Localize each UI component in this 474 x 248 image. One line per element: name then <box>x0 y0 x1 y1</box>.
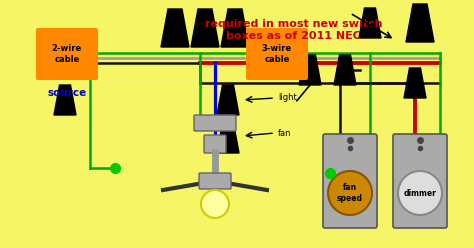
Polygon shape <box>221 9 249 47</box>
Text: required in most new switch
boxes as of 2011 NEC: required in most new switch boxes as of … <box>205 19 383 41</box>
Polygon shape <box>54 85 76 115</box>
Polygon shape <box>217 123 239 153</box>
Text: 2-wire
cable: 2-wire cable <box>52 44 82 64</box>
Circle shape <box>328 171 372 215</box>
Text: source: source <box>47 88 87 98</box>
Polygon shape <box>404 68 426 98</box>
Polygon shape <box>359 8 381 38</box>
FancyBboxPatch shape <box>246 28 308 80</box>
FancyBboxPatch shape <box>199 173 231 189</box>
Polygon shape <box>406 4 434 42</box>
Text: fan
speed: fan speed <box>337 183 363 203</box>
FancyBboxPatch shape <box>204 135 226 153</box>
Circle shape <box>398 171 442 215</box>
FancyBboxPatch shape <box>323 134 377 228</box>
FancyBboxPatch shape <box>194 115 236 131</box>
FancyBboxPatch shape <box>393 134 447 228</box>
Polygon shape <box>334 55 356 85</box>
Polygon shape <box>161 9 189 47</box>
FancyBboxPatch shape <box>36 28 98 80</box>
Text: light: light <box>278 93 297 102</box>
Text: fan: fan <box>278 128 292 137</box>
Polygon shape <box>299 55 321 85</box>
Circle shape <box>201 190 229 218</box>
Polygon shape <box>217 85 239 115</box>
Text: dimmer: dimmer <box>403 188 437 197</box>
Polygon shape <box>191 9 219 47</box>
Text: 3-wire
cable: 3-wire cable <box>262 44 292 64</box>
